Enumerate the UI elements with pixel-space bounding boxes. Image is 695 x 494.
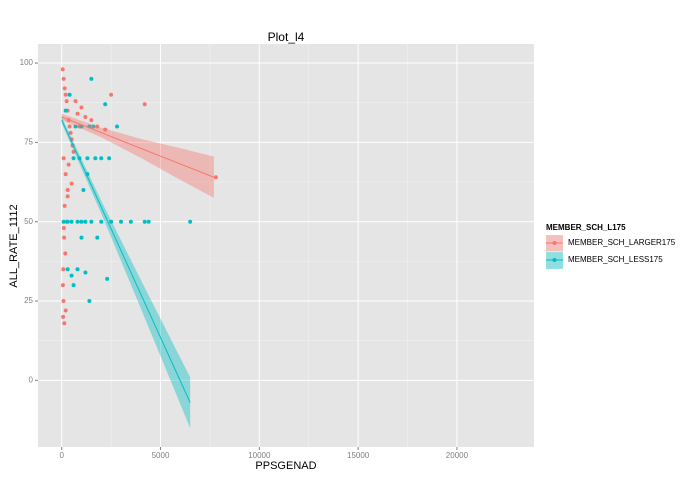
y-tick-label: 25 [24,296,33,305]
point [71,283,76,288]
fit-line [61,119,191,403]
point [128,219,133,224]
point [62,321,67,326]
point [79,219,84,224]
point [67,124,72,129]
point [105,276,110,281]
point [68,130,73,135]
point [62,86,67,91]
point [79,235,84,240]
point [65,194,70,199]
point [188,219,193,224]
point [89,118,94,123]
point [95,235,100,240]
point [142,102,147,107]
point [64,99,69,104]
point [71,156,76,161]
y-axis-title: ALL_RATE_1112 [8,204,20,287]
point [60,283,65,288]
confidence-band [61,116,191,428]
point [75,111,80,116]
point [83,270,88,275]
x-tick-label: 15000 [347,451,370,460]
legend-title: MEMBER_SCH_L175 [546,223,626,232]
y-tick-label: 0 [29,375,34,384]
point [109,92,114,97]
point [87,299,92,304]
point [61,314,66,319]
point [83,114,88,119]
point [61,267,66,272]
point [63,308,68,313]
point [63,108,68,113]
point [93,156,98,161]
point [103,102,108,107]
point [103,127,108,132]
legend-key-point [552,258,557,262]
point [146,219,151,224]
point [63,172,68,177]
point [61,76,66,81]
point [69,273,74,278]
y-tick-label: 75 [24,137,33,146]
x-tick-label: 10000 [248,451,271,460]
point [107,156,112,161]
point [65,219,70,224]
point [63,92,68,97]
legend-label: MEMBER_SCH_LESS175 [568,255,663,264]
point [83,219,88,224]
point [62,235,67,240]
point [115,124,120,129]
confidence-band [61,113,214,198]
x-tick-label: 20000 [446,451,469,460]
point [73,99,78,104]
point [60,67,65,72]
panel [38,44,534,447]
point [73,124,78,129]
point [69,181,74,186]
point [142,219,147,224]
point [79,105,84,110]
point [89,219,94,224]
point [69,219,74,224]
point [91,124,96,129]
y-tick-label: 100 [20,58,34,67]
point [85,156,90,161]
legend-key-point [552,241,557,245]
x-axis-title: PPSGENAD [255,460,316,472]
point [61,226,66,231]
x-tick-label: 5000 [152,451,170,460]
point [65,267,70,272]
point [89,76,94,81]
point [62,203,67,208]
fit-line [61,116,215,178]
legend-label: MEMBER_SCH_LARGER175 [568,238,676,247]
point [75,219,80,224]
point [213,175,218,180]
point [63,251,68,256]
point [75,267,80,272]
point [81,187,86,192]
point [61,219,66,224]
point [61,156,66,161]
point [71,149,76,154]
point [99,156,104,161]
point [109,219,114,224]
point [118,219,123,224]
x-tick-label: 0 [59,451,64,460]
point [65,187,70,192]
point [99,219,104,224]
point [61,299,66,304]
point [95,124,100,129]
chart-title: Plot_l4 [268,30,305,44]
y-tick-label: 50 [24,217,33,226]
point [67,92,72,97]
point [66,162,71,167]
